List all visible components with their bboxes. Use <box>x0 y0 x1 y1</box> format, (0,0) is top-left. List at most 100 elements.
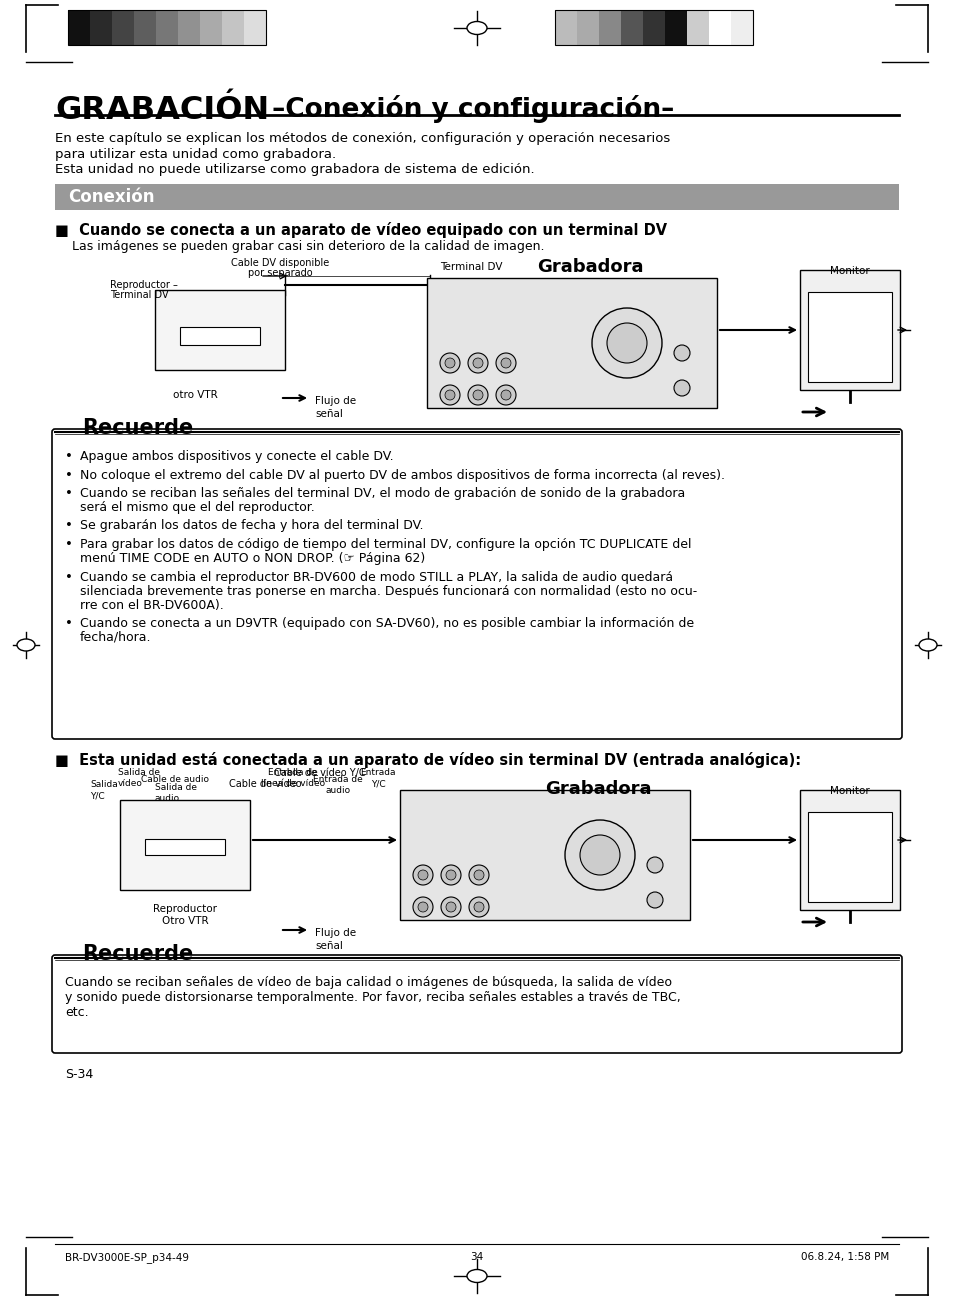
Text: Cable DV disponible: Cable DV disponible <box>231 257 329 268</box>
Bar <box>577 10 598 46</box>
Text: Salida de
vídeo: Salida de vídeo <box>118 768 160 788</box>
Text: fecha/hora.: fecha/hora. <box>80 630 152 644</box>
Bar <box>68 10 90 46</box>
Bar <box>708 10 730 46</box>
Text: Flujo de: Flujo de <box>314 928 355 939</box>
Bar <box>112 10 133 46</box>
Bar <box>427 278 717 408</box>
Bar <box>800 790 899 910</box>
Ellipse shape <box>467 1270 486 1283</box>
Bar <box>154 290 285 370</box>
Text: Cable de audio: Cable de audio <box>141 775 209 784</box>
Text: GRABACIÓN: GRABACIÓN <box>55 95 269 126</box>
Bar <box>620 10 642 46</box>
FancyBboxPatch shape <box>52 429 901 738</box>
Circle shape <box>444 390 455 400</box>
Bar <box>200 10 222 46</box>
Bar <box>555 10 752 46</box>
Text: otro VTR: otro VTR <box>172 390 217 400</box>
Circle shape <box>439 354 459 373</box>
Text: ■  Esta unidad está conectada a un aparato de vídeo sin terminal DV (entrada ana: ■ Esta unidad está conectada a un aparat… <box>55 751 801 768</box>
Circle shape <box>500 358 511 368</box>
Text: Cuando se reciban señales de vídeo de baja calidad o imágenes de búsqueda, la sa: Cuando se reciban señales de vídeo de ba… <box>65 976 671 989</box>
Text: –Conexión y configuración–: –Conexión y configuración– <box>263 95 674 124</box>
Circle shape <box>444 358 455 368</box>
Bar <box>222 10 244 46</box>
Text: por separado: por separado <box>248 268 312 278</box>
Bar <box>555 10 577 46</box>
Text: Cable de vídeo: Cable de vídeo <box>229 779 301 789</box>
Circle shape <box>673 344 689 361</box>
Text: •: • <box>65 618 72 630</box>
Text: Reproductor –: Reproductor – <box>110 280 177 290</box>
Bar <box>664 10 686 46</box>
Circle shape <box>413 897 433 916</box>
Text: Se grabarán los datos de fecha y hora del terminal DV.: Se grabarán los datos de fecha y hora de… <box>80 520 423 533</box>
Circle shape <box>646 892 662 907</box>
Text: 34: 34 <box>470 1252 483 1262</box>
Text: será el mismo que el del reproductor.: será el mismo que el del reproductor. <box>80 500 314 514</box>
Bar <box>807 812 891 902</box>
Circle shape <box>446 870 456 880</box>
Circle shape <box>446 902 456 913</box>
Circle shape <box>474 902 483 913</box>
Text: señal: señal <box>314 941 342 952</box>
Text: Salida de
audio: Salida de audio <box>154 783 196 803</box>
Bar <box>686 10 708 46</box>
Bar <box>642 10 664 46</box>
Bar <box>807 292 891 382</box>
Bar <box>178 10 200 46</box>
Text: •: • <box>65 520 72 533</box>
Bar <box>800 270 899 390</box>
Ellipse shape <box>17 640 35 651</box>
Text: Terminal DV: Terminal DV <box>110 290 169 300</box>
Text: Cuando se conecta a un D9VTR (equipado con SA-DV60), no es posible cambiar la in: Cuando se conecta a un D9VTR (equipado c… <box>80 618 694 630</box>
Circle shape <box>473 358 482 368</box>
Text: etc.: etc. <box>65 1006 89 1019</box>
Bar <box>133 10 156 46</box>
FancyBboxPatch shape <box>52 956 901 1053</box>
Circle shape <box>469 897 489 916</box>
Text: Cable de vídeo Y/C: Cable de vídeo Y/C <box>274 768 365 777</box>
Text: •: • <box>65 571 72 584</box>
Text: Esta unidad no puede utilizarse como grabadora de sistema de edición.: Esta unidad no puede utilizarse como gra… <box>55 162 534 176</box>
Text: BR-DV3000E-SP_p34-49: BR-DV3000E-SP_p34-49 <box>65 1252 189 1262</box>
Text: En este capítulo se explican los métodos de conexión, configuración y operación : En este capítulo se explican los métodos… <box>55 133 670 146</box>
Circle shape <box>592 308 661 378</box>
Bar <box>120 800 250 891</box>
Bar <box>180 328 260 345</box>
Circle shape <box>440 897 460 916</box>
Bar <box>68 10 266 46</box>
Text: Entrada
Y/C: Entrada Y/C <box>360 768 395 788</box>
Bar <box>730 10 752 46</box>
Text: Grabadora: Grabadora <box>544 780 651 798</box>
Bar <box>90 10 112 46</box>
Text: silenciada brevemente tras ponerse en marcha. Después funcionará con normalidad : silenciada brevemente tras ponerse en ma… <box>80 585 697 598</box>
Text: y sonido puede distorsionarse temporalmente. Por favor, reciba señales estables : y sonido puede distorsionarse temporalme… <box>65 991 680 1004</box>
Text: Recuerde: Recuerde <box>82 944 193 965</box>
Circle shape <box>417 870 428 880</box>
Text: Grabadora: Grabadora <box>537 257 642 276</box>
Ellipse shape <box>918 640 936 651</box>
Text: •: • <box>65 488 72 500</box>
Text: Recuerde: Recuerde <box>82 419 193 438</box>
Text: Otro VTR: Otro VTR <box>161 916 208 926</box>
Circle shape <box>473 390 482 400</box>
Text: 06.8.24, 1:58 PM: 06.8.24, 1:58 PM <box>800 1252 888 1262</box>
Text: •: • <box>65 538 72 551</box>
Text: Cuando se cambia el reproductor BR-DV600 de modo STILL a PLAY, la salida de audi: Cuando se cambia el reproductor BR-DV600… <box>80 571 673 584</box>
Text: Apague ambos dispositivos y conecte el cable DV.: Apague ambos dispositivos y conecte el c… <box>80 450 394 463</box>
Bar <box>399 790 689 920</box>
Circle shape <box>606 322 646 363</box>
Text: Terminal DV: Terminal DV <box>439 263 502 272</box>
Circle shape <box>579 835 619 875</box>
Circle shape <box>468 354 488 373</box>
Text: Monitor: Monitor <box>829 266 869 276</box>
Circle shape <box>468 385 488 406</box>
Circle shape <box>564 820 635 890</box>
Circle shape <box>413 864 433 885</box>
Text: Entrada de
audio: Entrada de audio <box>313 775 362 796</box>
Circle shape <box>673 380 689 396</box>
Circle shape <box>474 870 483 880</box>
Bar <box>156 10 178 46</box>
